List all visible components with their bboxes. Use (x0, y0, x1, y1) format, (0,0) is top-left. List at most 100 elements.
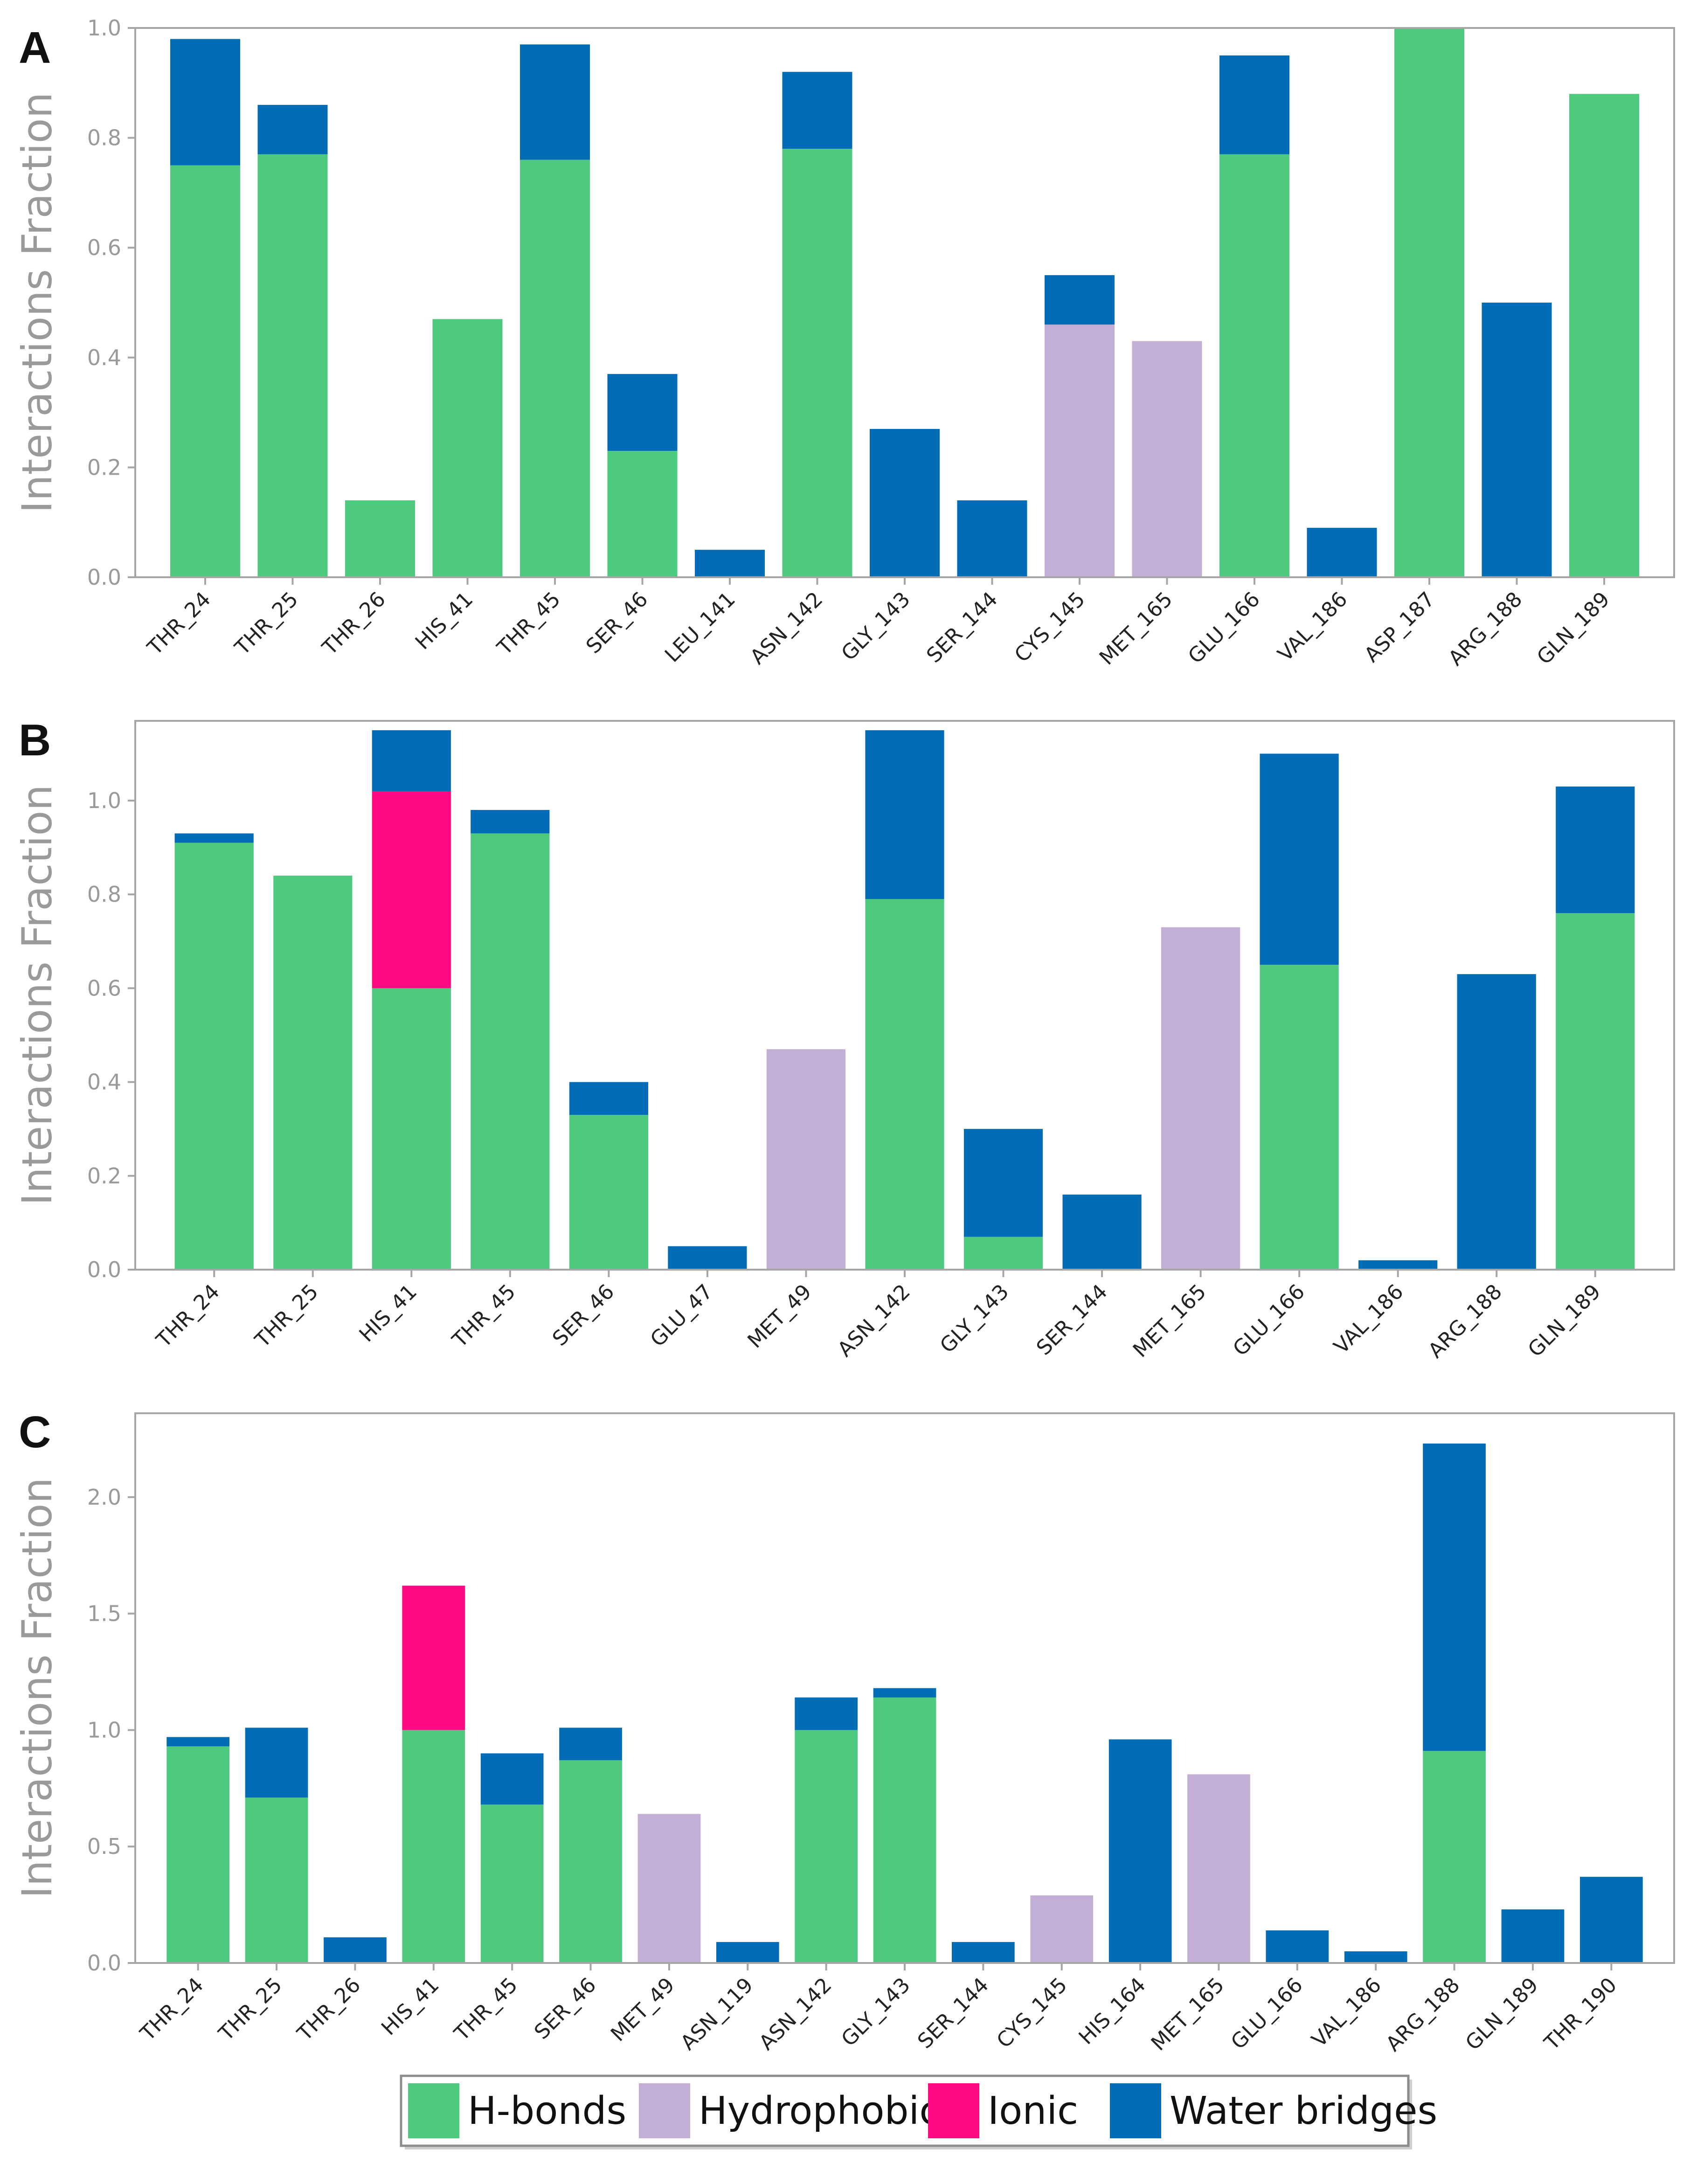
panel-b-bar-thr-24-h-bonds (174, 843, 254, 1270)
panel-a-bar-his-41-h-bonds (432, 319, 503, 577)
panel-a-xtick-label-val-186: VAL_186 (1273, 587, 1352, 666)
panel-a-bar-thr-45-water-bridges (520, 44, 590, 160)
panel-b-xtick-label-ser-144: SER_144 (1032, 1280, 1112, 1360)
panel-c-bar-thr-45-water-bridges (480, 1753, 544, 1805)
panel-c-xtick-label-asn-142: ASN_142 (755, 1973, 836, 2055)
panel-b-xtick-label-gly-143: GLY_143 (935, 1280, 1013, 1358)
panel-c-xtick-label-glu-166: GLU_166 (1226, 1973, 1308, 2054)
panel-c-bar-thr-24-h-bonds (166, 1746, 229, 1963)
panel-a-bar-ser-144-water-bridges (957, 500, 1027, 577)
panel-b-bar-thr-24-water-bridges (174, 833, 254, 843)
panel-b-bar-thr-45-h-bonds (471, 833, 550, 1270)
panel-c-bar-cys-145-hydrophobic (1030, 1895, 1094, 1963)
panel-b-bar-thr-25-h-bonds (273, 876, 353, 1270)
panel-b-xtick-label-asn-142: ASN_142 (833, 1280, 914, 1362)
legend-swatch-hydrophobic (639, 2083, 690, 2138)
panel-a-xtick-label-cys-145: CYS_145 (1010, 587, 1090, 667)
panel-a-bar-met-165-hydrophobic (1132, 341, 1202, 577)
panel-b-bar-met-165-hydrophobic (1161, 927, 1240, 1270)
panel-a: A 0.0 0.2 0.4 0.6 0.8 1.0 Interactions Fraction… (13, 15, 1675, 670)
panel-a-ytick-label: 0.8 (87, 125, 121, 151)
panel-c-bar-thr-26-water-bridges (324, 1937, 387, 1963)
panel-c-xtick-label-his-164: HIS_164 (1074, 1973, 1150, 2049)
panel-a-bar-arg-188-water-bridges (1482, 303, 1552, 577)
legend: H-bonds Hydrophobic Ionic Water bridges (400, 2074, 1437, 2149)
panel-c-bar-his-41-ionic (402, 1585, 465, 1730)
panel-a-bar-asn-142-water-bridges (782, 72, 852, 149)
legend-swatch-water-bridges (1110, 2083, 1161, 2138)
panel-c-ytick-label: 0.5 (87, 1834, 121, 1859)
legend-label-ionic: Ionic (988, 2089, 1078, 2133)
panel-c-bar-val-186-water-bridges (1344, 1951, 1407, 1963)
panel-a-xtick-label-arg-188: ARG_188 (1444, 587, 1527, 670)
legend-label-h-bonds: H-bonds (468, 2089, 626, 2133)
panel-a-xtick-label-ser-46: SER_46 (582, 587, 652, 658)
panel-c-bar-met-165-hydrophobic (1187, 1774, 1250, 1963)
panel-c-ytick-label: 1.5 (87, 1601, 121, 1626)
panel-a-xtick-label-thr-24: THR_24 (143, 587, 215, 660)
panel-c-xtick-label-thr-25: THR_25 (214, 1973, 287, 2046)
panel-a-xtick-label-ser-144: SER_144 (922, 587, 1002, 668)
panel-a-xtick-label-gly-143: GLY_143 (837, 587, 914, 665)
panel-a-xtick-label-glu-166: GLU_166 (1184, 587, 1265, 669)
panel-c: C 0.0 0.5 1.0 1.5 2.0 Interactions Fraction THR… (13, 1407, 1675, 2056)
panel-c-bar-ser-46-water-bridges (559, 1728, 622, 1761)
panel-b-bar-ser-144-water-bridges (1062, 1195, 1142, 1270)
panel-a-bar-ser-46-water-bridges (607, 374, 678, 451)
panel-b-bar-ser-46-h-bonds (569, 1115, 648, 1270)
panel-b-xtick-label-glu-166: GLU_166 (1228, 1280, 1309, 1361)
panel-c-bar-thr-25-water-bridges (245, 1728, 308, 1798)
panel-c-bar-arg-188-h-bonds (1423, 1751, 1486, 1963)
panel-b-bar-arg-188-water-bridges (1457, 974, 1536, 1270)
panel-a-ylabel: Interactions Fraction (13, 92, 61, 513)
panel-a-bar-ser-46-h-bonds (607, 451, 678, 577)
panel-b-xtick-label-glu-47: GLU_47 (646, 1280, 718, 1352)
panel-c-xtick-label-cys-145: CYS_145 (992, 1973, 1072, 2053)
panel-b-bar-asn-142-h-bonds (865, 899, 944, 1270)
panel-c-xtick-label-thr-45: THR_45 (450, 1973, 522, 2046)
panel-b-ytick-label: 0.4 (87, 1070, 121, 1095)
panel-c-xtick-label-asn-119: ASN_119 (676, 1973, 758, 2055)
panel-b-bar-gly-143-water-bridges (963, 1129, 1043, 1237)
panel-c-ytick-label: 2.0 (87, 1485, 121, 1510)
panel-a-bar-thr-26-h-bonds (345, 500, 415, 577)
panel-c-bar-glu-166-water-bridges (1266, 1930, 1329, 1963)
panel-c-xtick-label-met-49: MET_49 (606, 1973, 679, 2046)
panel-b-bar-his-41-h-bonds (372, 988, 451, 1270)
panel-a-bar-thr-45-h-bonds (520, 159, 590, 577)
panel-c-xtick-label-thr-26: THR_26 (292, 1973, 365, 2046)
panel-c-xtick-label-thr-24: THR_24 (136, 1973, 208, 2046)
panel-a-ytick-label: 0.2 (87, 455, 121, 480)
panel-b-xtick-label-met-165: MET_165 (1129, 1280, 1211, 1362)
panel-c-bar-ser-46-h-bonds (559, 1760, 622, 1963)
panel-a-xtick-label-thr-25: THR_25 (230, 587, 303, 660)
panel-b-ytick-label: 0.2 (87, 1163, 121, 1189)
panel-b-bar-glu-166-water-bridges (1260, 753, 1339, 965)
panel-a-ytick-label: 1.0 (87, 15, 121, 41)
panel-a-ytick-label: 0.4 (87, 345, 121, 370)
panel-b: B 0.0 0.2 0.4 0.6 0.8 1.0 Interactions Fraction… (13, 715, 1675, 1363)
panel-b-xtick-label-thr-24: THR_24 (152, 1280, 224, 1353)
panel-c-bar-his-41-h-bonds (402, 1730, 465, 1963)
panel-a-xtick-label-asp-187: ASP_187 (1360, 587, 1440, 667)
panel-c-bar-thr-25-h-bonds (245, 1797, 308, 1963)
legend-label-water-bridges: Water bridges (1170, 2089, 1437, 2133)
panel-a-bar-gln-189-h-bonds (1569, 94, 1639, 577)
panel-c-bar-asn-142-water-bridges (795, 1697, 858, 1730)
legend-swatch-h-bonds (408, 2083, 459, 2138)
panel-c-letter: C (19, 1407, 51, 1457)
panel-a-ytick-label: 0.0 (87, 565, 121, 590)
panel-c-bar-gly-143-h-bonds (873, 1697, 936, 1963)
panel-c-xtick-label-arg-188: ARG_188 (1381, 1973, 1464, 2056)
panel-a-bar-val-186-water-bridges (1307, 528, 1377, 577)
panel-a-bar-cys-145-water-bridges (1045, 275, 1115, 325)
panel-c-xtick-label-his-41: HIS_41 (377, 1973, 444, 2040)
panel-b-ylabel: Interactions Fraction (13, 785, 61, 1206)
panel-a-xtick-label-thr-45: THR_45 (492, 587, 565, 660)
panel-b-bar-asn-142-water-bridges (865, 730, 944, 899)
panel-c-bar-thr-45-h-bonds (480, 1804, 544, 1963)
panel-b-bar-gln-189-h-bonds (1556, 913, 1635, 1270)
panel-a-xtick-label-his-41: HIS_41 (411, 587, 478, 655)
panel-a-xtick-label-thr-26: THR_26 (318, 587, 390, 660)
panel-a-bar-asn-142-h-bonds (782, 149, 852, 577)
